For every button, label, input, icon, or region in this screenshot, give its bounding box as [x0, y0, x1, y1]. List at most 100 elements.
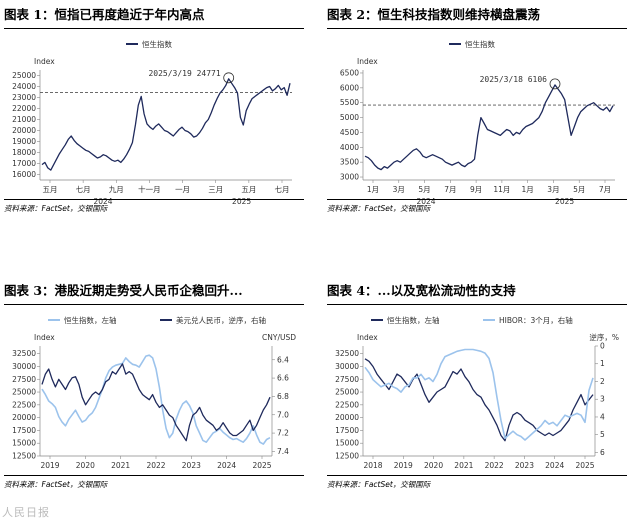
y-tick-label: 27500 — [12, 375, 36, 384]
x-tick-label: 2019 — [40, 461, 59, 470]
y-right-tick-label: 0 — [600, 342, 605, 351]
source-note: 资料来源：FactSet，交银国际 — [327, 204, 431, 213]
y-tick-label: 18000 — [12, 148, 36, 157]
y-tick-label: 4500 — [340, 128, 359, 137]
x-tick-label: 三月 — [208, 185, 223, 194]
x-tick-label: 3月 — [393, 185, 405, 194]
chart-panel-3: 图表 3：港股近期走势受人民币企稳回升... 恒生指数，左轴 美元兑人民币，逆序，… — [4, 280, 304, 520]
source-divider — [4, 199, 304, 200]
x-tick-label: 2025 — [252, 461, 271, 470]
y-tick-label: 27500 — [335, 375, 359, 384]
y-tick-label: 22500 — [335, 400, 359, 409]
series-line-left — [41, 363, 271, 442]
x-tick-label: 5月 — [573, 185, 585, 194]
axis-unit-left: Index — [34, 57, 55, 66]
source-note: 资料来源：FactSet，交银国际 — [4, 204, 108, 213]
axis-unit-left: Index — [357, 57, 378, 66]
panel-title: 图表 1：恒指已再度趋近于年内高点 — [4, 7, 205, 22]
y-right-tick-label: 6.4 — [277, 355, 289, 364]
y-tick-label: 30000 — [335, 362, 359, 371]
title-divider — [327, 28, 627, 29]
axis-unit-right: 逆序，% — [589, 332, 619, 342]
legend-label: 恒生指数 — [465, 39, 495, 49]
y-tick-label: 16000 — [12, 170, 36, 179]
y-tick-label: 12500 — [335, 452, 359, 461]
y-tick-label: 5500 — [340, 98, 359, 107]
peak-marker — [549, 78, 561, 90]
y-tick-label: 24000 — [12, 82, 36, 91]
x-tick-label: 7月 — [599, 185, 611, 194]
y-tick-label: 17500 — [12, 426, 36, 435]
legend-label: HIBOR：3个月，右轴 — [499, 315, 573, 325]
x-tick-label: 5月 — [418, 185, 430, 194]
chart-hsi-vs-hibor: 恒生指数，左轴 HIBOR：3个月，右轴 Index 逆序，% 12500 15000 17… — [335, 315, 619, 470]
peak-annotation: 2025/3/19 24771 — [148, 69, 220, 78]
y-right-tick-label: 6.8 — [277, 392, 289, 401]
x-tick-label: 七月 — [275, 185, 290, 194]
source-note: 资料来源：FactSet，交银国际 — [4, 480, 108, 489]
y-tick-label: 21000 — [12, 115, 36, 124]
watermark-text: 人民日报 — [2, 506, 50, 519]
x-tick-label: 十一月 — [138, 184, 161, 194]
axis-unit-right: CNY/USD — [262, 333, 296, 342]
source-divider — [4, 475, 304, 476]
series-line-right — [41, 354, 271, 445]
chart-hsi: 恒生指数 Index 16000 17000 18000 19000 20000 21000 2… — [12, 39, 292, 206]
y-tick-label: 25000 — [12, 388, 36, 397]
y-tick-label: 23000 — [12, 93, 36, 102]
series-line — [364, 84, 614, 171]
y-tick-label: 15000 — [12, 439, 36, 448]
panel-title: 图表 4：...以及宽松流动性的支持 — [327, 283, 516, 298]
chart-panel-2: 图表 2：恒生科技指数则维持横盘震荡 恒生指数 Index 3000 3500 4000… — [327, 4, 627, 244]
y-right-tick-label: 5 — [600, 430, 605, 439]
series-line-right — [364, 348, 594, 441]
chart-panel-4: 图表 4：...以及宽松流动性的支持 恒生指数，左轴 HIBOR：3个月，右轴 In… — [327, 280, 627, 520]
x-tick-label: 2022 — [485, 461, 504, 470]
y-tick-label: 30000 — [12, 362, 36, 371]
y-tick-label: 5000 — [340, 113, 359, 122]
x-tick-label: 2021 — [454, 461, 473, 470]
y-right-tick-label: 7.4 — [277, 447, 289, 456]
y-tick-label: 22000 — [12, 104, 36, 113]
x-tick-label: 2024 — [545, 461, 564, 470]
y-right-tick-label: 1 — [600, 359, 605, 368]
x-tick-label: 11月 — [493, 185, 510, 194]
x-year-label: 2025 — [555, 197, 574, 206]
y-right-tick-label: 7.2 — [277, 429, 289, 438]
x-tick-label: 2023 — [182, 461, 201, 470]
x-tick-label: 9月 — [470, 185, 482, 194]
y-right-tick-label: 7.0 — [277, 410, 289, 419]
y-right-tick-label: 2 — [600, 377, 605, 386]
x-tick-label: 一月 — [175, 185, 190, 194]
x-tick-label: 7月 — [444, 185, 456, 194]
x-tick-label: 2018 — [363, 461, 382, 470]
y-tick-label: 17000 — [12, 159, 36, 168]
chart-hstech: 恒生指数 Index 3000 3500 4000 4500 5000 5500 6000 650… — [340, 39, 615, 206]
x-tick-label: 九月 — [109, 185, 124, 194]
chart-hsi-vs-cny: 恒生指数，左轴 美元兑人民币，逆序，右轴 Index CNY/USD 12500 1500… — [12, 315, 296, 470]
title-divider — [4, 304, 304, 305]
peak-marker — [223, 72, 235, 84]
y-tick-label: 32500 — [335, 349, 359, 358]
legend-label: 恒生指数 — [142, 39, 172, 49]
x-tick-label: 2022 — [146, 461, 165, 470]
y-tick-label: 6000 — [340, 83, 359, 92]
y-tick-label: 17500 — [335, 426, 359, 435]
x-tick-label: 1月 — [367, 185, 379, 194]
source-note: 资料来源：FactSet，交银国际 — [327, 480, 431, 489]
legend-label: 美元兑人民币，逆序，右轴 — [176, 315, 266, 325]
legend-label: 恒生指数，左轴 — [387, 315, 440, 325]
x-tick-label: 2024 — [217, 461, 236, 470]
x-year-label: 2024 — [93, 197, 112, 206]
y-right-tick-label: 6.6 — [277, 374, 289, 383]
title-divider — [4, 28, 304, 29]
x-tick-label: 2019 — [394, 461, 413, 470]
panel-title: 图表 2：恒生科技指数则维持横盘震荡 — [327, 7, 541, 22]
y-tick-label: 15000 — [335, 439, 359, 448]
y-tick-label: 25000 — [335, 388, 359, 397]
y-right-tick-label: 4 — [600, 412, 605, 421]
source-divider — [327, 475, 627, 476]
x-tick-label: 2025 — [575, 461, 594, 470]
y-right-tick-label: 6 — [600, 448, 605, 457]
x-tick-label: 1月 — [522, 185, 534, 194]
